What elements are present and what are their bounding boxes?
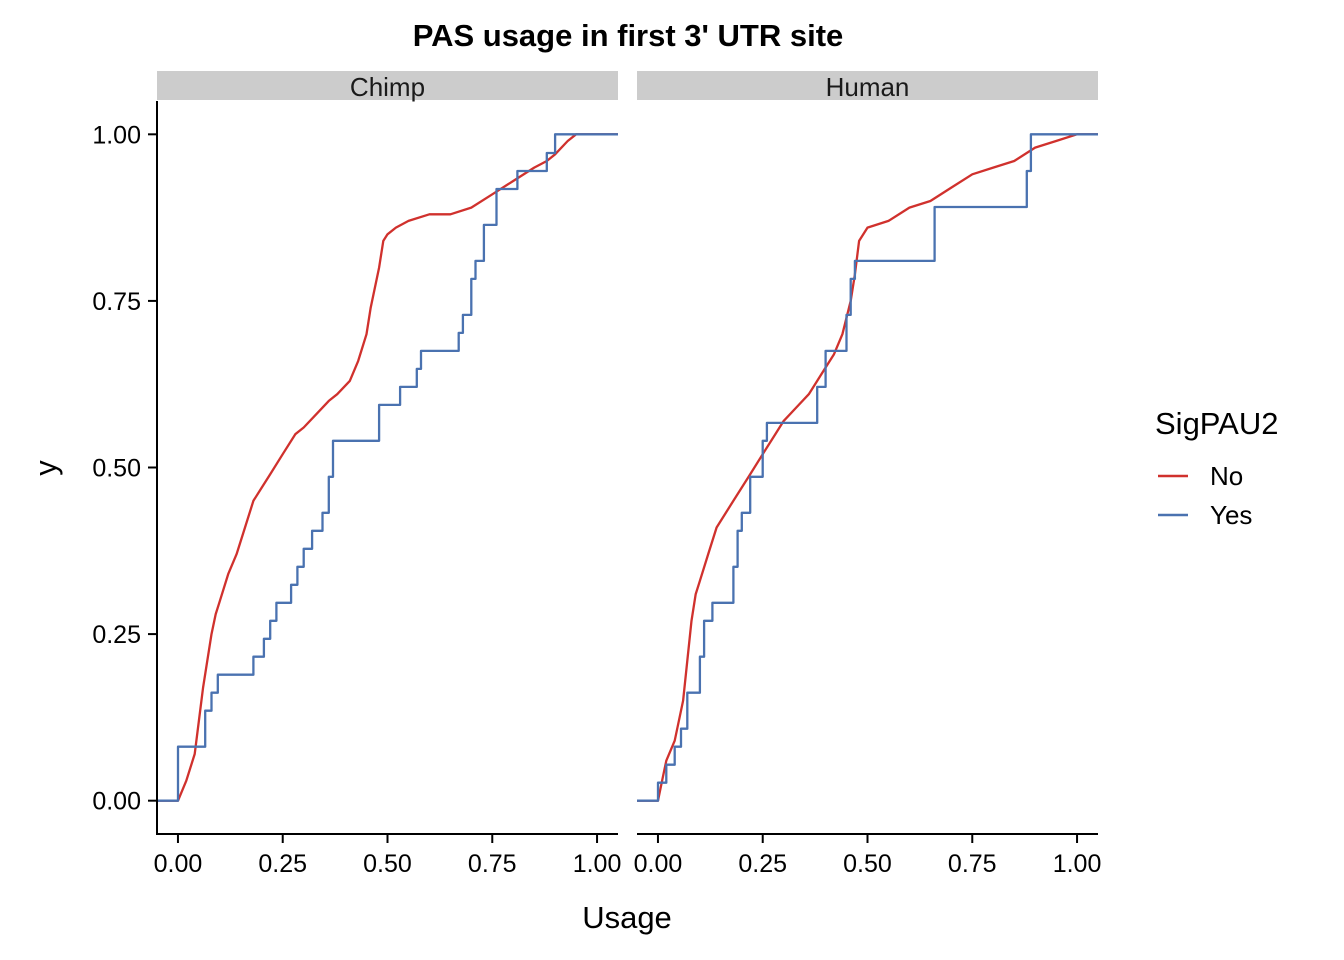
x-tick-label: 0.75 [468, 850, 517, 878]
x-axis-title: Usage [582, 900, 672, 935]
series-line-chimp-no [157, 133, 618, 802]
series-line-human-yes [637, 133, 1098, 802]
x-axis-ticks-chimp: 0.00 0.25 0.50 0.75 1.00 [154, 834, 622, 878]
strip-label-chimp: Chimp [350, 72, 425, 102]
x-tick-label: 0.25 [738, 850, 787, 878]
y-tick-label: 0.00 [92, 788, 141, 816]
legend: SigPAU2 No Yes [1155, 406, 1279, 530]
x-tick-label: 0.50 [363, 850, 412, 878]
y-axis-ticks: 0.00 0.25 0.50 0.75 1.00 [92, 121, 157, 816]
x-tick-label: 0.00 [634, 850, 683, 878]
strip-background-chimp [157, 71, 618, 100]
x-tick-label: 0.00 [154, 850, 203, 878]
series-group-chimp [157, 133, 618, 802]
legend-label-no: No [1210, 461, 1243, 491]
x-tick-label: 0.25 [258, 850, 307, 878]
series-line-human-no [637, 133, 1098, 802]
facet-panel-human: Human 0.00 0.25 0.50 0.75 1.00 [634, 71, 1102, 878]
legend-label-yes: Yes [1210, 500, 1252, 530]
x-axis-ticks-human: 0.00 0.25 0.50 0.75 1.00 [634, 834, 1102, 878]
x-tick-label: 1.00 [573, 850, 622, 878]
y-tick-label: 0.50 [92, 455, 141, 483]
legend-title: SigPAU2 [1155, 406, 1279, 441]
y-tick-label: 1.00 [92, 121, 141, 149]
x-tick-label: 1.00 [1053, 850, 1102, 878]
y-tick-label: 0.25 [92, 621, 141, 649]
series-group-human [637, 133, 1098, 802]
series-line-chimp-yes [157, 133, 618, 802]
facet-panel-chimp: Chimp 0.000.250.500.751.00 0.00 0.25 0.50 0… [92, 71, 621, 878]
x-tick-label: 0.75 [948, 850, 997, 878]
strip-label-human: Human [826, 72, 910, 102]
x-tick-label: 0.50 [843, 850, 892, 878]
y-tick-label: 0.75 [92, 288, 141, 316]
y-axis-title: y [28, 460, 63, 476]
chart-title: PAS usage in first 3' UTR site [413, 18, 844, 53]
strip-background-human [637, 71, 1098, 100]
